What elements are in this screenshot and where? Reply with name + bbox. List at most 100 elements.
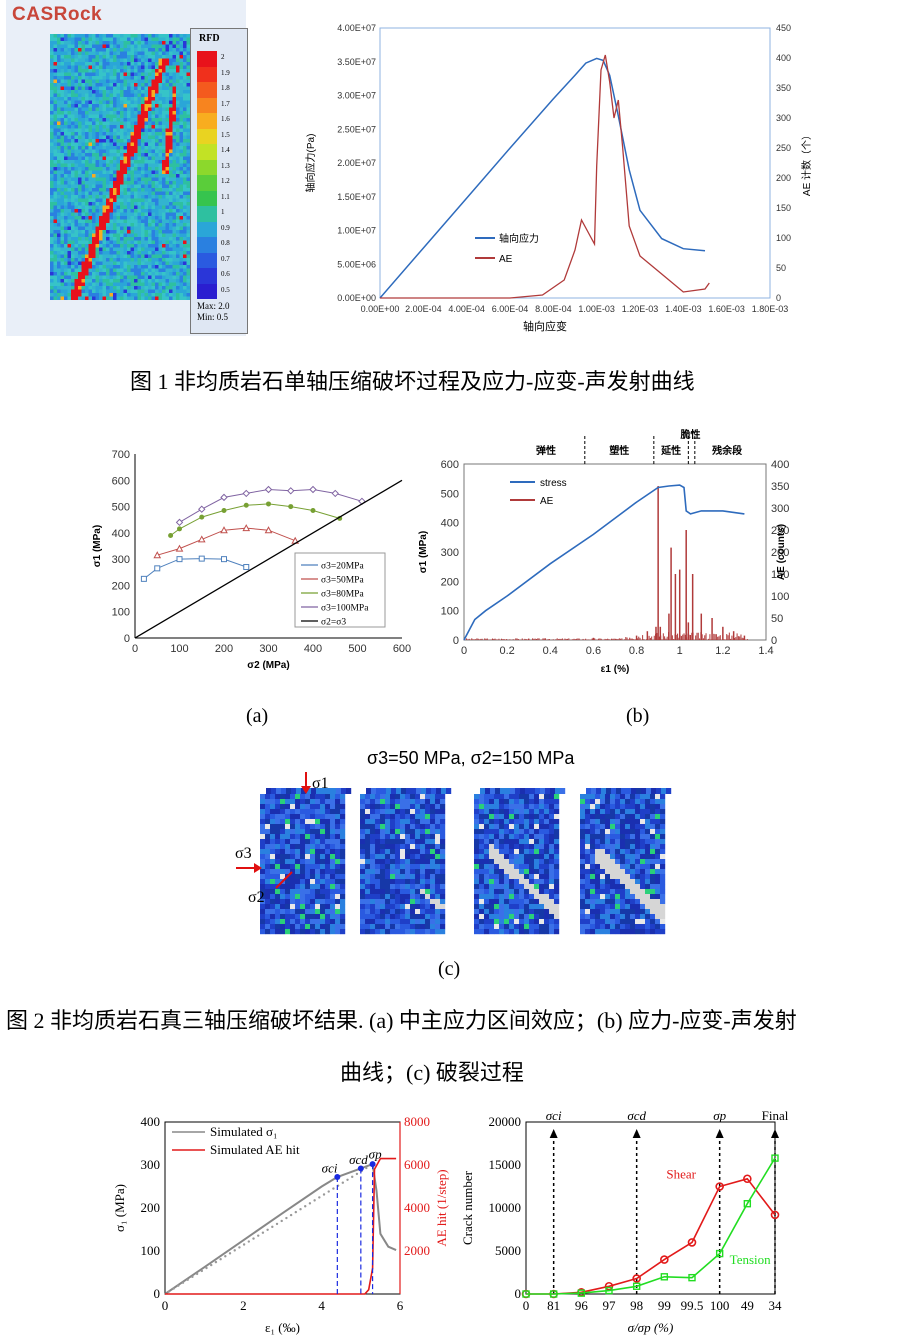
y2-tick-label: 400 xyxy=(771,459,789,471)
x-tick-label: 0 xyxy=(132,643,138,655)
y-tick-label: 400 xyxy=(441,518,459,530)
y2-tick-label: 100 xyxy=(776,233,791,243)
marker-arrowhead xyxy=(771,1129,779,1138)
x-tick-label: 81 xyxy=(547,1298,560,1313)
marker-label: Final xyxy=(762,1108,789,1123)
y-tick-label: 0 xyxy=(515,1286,522,1301)
stress-point xyxy=(365,1166,368,1170)
colorbar-swatch xyxy=(197,128,217,144)
y2-tick-label: 350 xyxy=(771,481,789,493)
colorbar-tick: 1 xyxy=(221,208,225,216)
stress-point xyxy=(228,1252,232,1255)
colorbar-tick: 0.5 xyxy=(221,285,230,294)
fig2c-fracture-blocks: σ1 σ3 σ2 xyxy=(235,772,672,935)
y-tick-label: 200 xyxy=(112,580,130,592)
y2-tick-label: 0 xyxy=(771,635,777,647)
data-point xyxy=(287,487,295,495)
stress-point xyxy=(257,1234,260,1237)
x-axis-label: ε1 (%) xyxy=(601,664,630,675)
y2-tick-label: 400 xyxy=(776,53,791,63)
y-tick-label: 0 xyxy=(124,633,130,645)
x-tick-label: 97 xyxy=(603,1298,617,1313)
y-axis-label: Crack number xyxy=(460,1170,475,1245)
data-point xyxy=(243,502,249,508)
x-tick-label: 1.00E-03 xyxy=(578,304,615,314)
data-point xyxy=(175,518,184,527)
y2-tick-label: 50 xyxy=(776,263,786,273)
x-tick-label: 1.40E-03 xyxy=(665,304,702,314)
colorbar-tick: 1.2 xyxy=(221,177,230,185)
tension-point xyxy=(688,1273,696,1282)
fracture-block xyxy=(580,788,672,935)
x-tick-label: 4 xyxy=(318,1298,325,1313)
x-tick-label: 99.5 xyxy=(681,1298,704,1313)
shear-point xyxy=(743,1174,752,1184)
y2-tick-label: 8000 xyxy=(404,1114,430,1129)
y-tick-label: 2.50E+07 xyxy=(337,124,376,134)
stress-point xyxy=(167,1290,171,1293)
colorbar-swatch xyxy=(197,237,217,253)
y2-tick-label: 250 xyxy=(776,143,791,153)
x-axis-label: σ/σp (%) xyxy=(628,1320,674,1335)
series-line xyxy=(134,479,403,639)
fig2c-label: (c) xyxy=(438,958,461,980)
x-axis-label: σ2 (MPa) xyxy=(247,660,289,671)
colorbar-tick: 2 xyxy=(221,53,225,61)
threshold-label: σcd xyxy=(349,1152,368,1167)
x-tick-label: 0.4 xyxy=(543,645,558,657)
y2-axis-label: AE hit (1/step) xyxy=(434,1169,449,1246)
x-tick-label: 6 xyxy=(397,1298,404,1313)
stress-point xyxy=(233,1249,236,1252)
stress-point xyxy=(186,1278,189,1281)
data-point xyxy=(288,504,294,510)
stage-label: 延性 xyxy=(660,444,681,457)
stress-point xyxy=(181,1281,185,1284)
plot-frame xyxy=(463,463,767,641)
stress-point xyxy=(299,1207,302,1211)
y2-tick-label: 200 xyxy=(771,547,789,559)
stress-point xyxy=(242,1243,246,1246)
y2-tick-label: 350 xyxy=(776,83,791,93)
sigma1-arrowhead xyxy=(301,786,311,794)
x-tick-label: 1.4 xyxy=(758,645,773,657)
x-tick-label: 0.8 xyxy=(629,645,644,657)
stress-point xyxy=(191,1275,194,1279)
y-tick-label: 200 xyxy=(441,576,459,588)
marker-label: σci xyxy=(546,1108,562,1123)
y-tick-label: 15000 xyxy=(489,1157,522,1172)
data-point xyxy=(220,526,228,534)
data-point xyxy=(331,489,339,498)
colorbar-swatch xyxy=(197,190,217,206)
colorbar-tick: 0.8 xyxy=(221,239,230,247)
colorbar-max: Max: 2.0 xyxy=(197,301,230,311)
y-tick-label: 100 xyxy=(441,606,459,618)
stage-label: 残余段 xyxy=(712,444,742,457)
y2-tick-label: 150 xyxy=(776,203,791,213)
y-tick-label: 400 xyxy=(141,1114,161,1129)
tension-label: Tension xyxy=(730,1252,771,1267)
colorbar-swatch xyxy=(197,268,217,284)
stress-point xyxy=(275,1222,279,1226)
fig2a-chart: 0 100 200 300 400 500 600 0 100 200 300 400 500 600 70… xyxy=(92,449,411,671)
stress-point xyxy=(346,1178,349,1181)
legend-stress-label: 轴向应力 xyxy=(499,232,539,245)
sigma3-arrowhead xyxy=(254,863,262,873)
stress-point xyxy=(271,1225,274,1229)
data-point xyxy=(176,556,183,563)
marker-arrowhead xyxy=(715,1129,724,1138)
stress-point xyxy=(280,1219,283,1223)
y-tick-label: 300 xyxy=(112,554,130,566)
y-tick-label: 100 xyxy=(141,1243,161,1258)
x-tick-label: 8.00E-04 xyxy=(535,304,572,314)
y2-tick-label: 4000 xyxy=(404,1200,430,1215)
data-point xyxy=(310,508,316,514)
colorbar-swatch xyxy=(197,97,217,113)
rfd-colorbar: RFD 2 1.9 1.8 1.7 1.6 1.5 1.4 1.3 1.2 1.1 1 0.9 0.8 0… xyxy=(190,28,248,334)
fig2b-label: (b) xyxy=(626,705,650,727)
stress-point xyxy=(200,1269,204,1273)
tension-point xyxy=(660,1273,669,1281)
x-tick-label: 99 xyxy=(658,1298,671,1313)
x-tick-label: 2.00E-04 xyxy=(405,304,442,314)
y-tick-label: 2.00E+07 xyxy=(337,158,376,168)
colorbar-swatch xyxy=(197,175,217,191)
